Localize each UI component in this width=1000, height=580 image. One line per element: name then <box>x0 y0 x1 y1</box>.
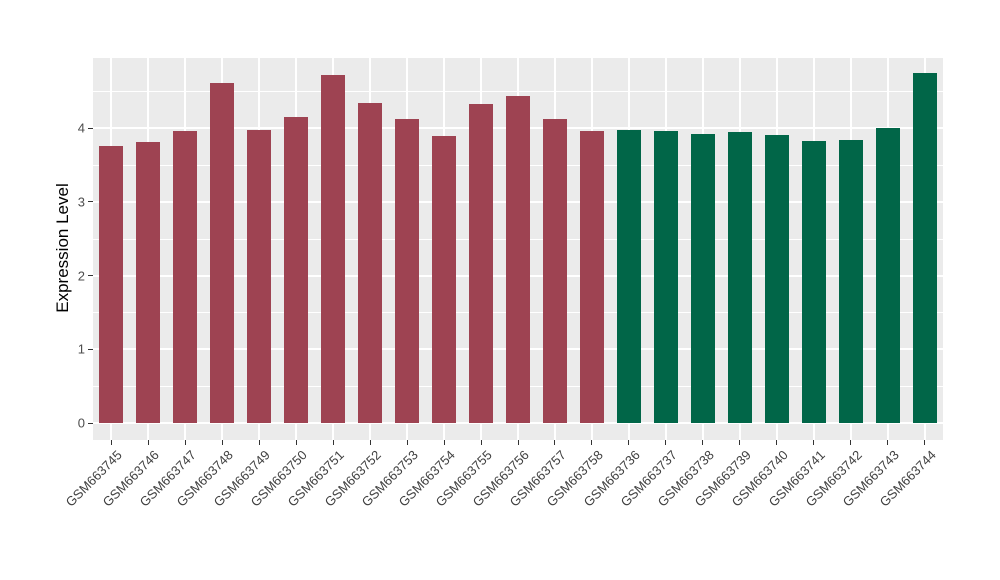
bar <box>210 83 235 423</box>
bar <box>173 131 198 423</box>
x-tick-mark <box>591 440 593 445</box>
x-tick-mark <box>406 440 408 445</box>
bar <box>690 134 715 423</box>
y-tick-mark <box>88 422 93 424</box>
bar <box>99 145 124 423</box>
y-tick-label: 2 <box>77 268 85 284</box>
x-tick-mark <box>332 440 334 445</box>
x-tick-mark <box>110 440 112 445</box>
bar <box>284 116 309 423</box>
bar <box>764 134 789 423</box>
bar <box>727 131 752 423</box>
x-tick-mark <box>813 440 815 445</box>
x-tick-mark <box>295 440 297 445</box>
x-tick-mark <box>702 440 704 445</box>
x-tick-mark <box>665 440 667 445</box>
x-tick-mark <box>776 440 778 445</box>
bar <box>579 131 604 423</box>
x-tick-mark <box>369 440 371 445</box>
bar <box>912 73 937 423</box>
bar <box>395 119 420 423</box>
y-tick-label: 1 <box>77 341 85 357</box>
x-tick-mark <box>480 440 482 445</box>
bar <box>247 129 272 423</box>
x-tick-mark <box>628 440 630 445</box>
x-tick-mark <box>147 440 149 445</box>
x-tick-mark <box>184 440 186 445</box>
x-tick-mark <box>258 440 260 445</box>
x-tick-mark <box>443 440 445 445</box>
bar <box>506 95 530 423</box>
y-tick-label: 0 <box>77 415 85 431</box>
bar <box>875 127 900 423</box>
bar <box>542 119 567 423</box>
x-tick-mark <box>887 440 889 445</box>
bar <box>653 130 678 423</box>
bar <box>136 141 161 423</box>
y-tick-label: 3 <box>77 194 85 210</box>
y-tick-mark <box>88 127 93 129</box>
bar <box>838 140 863 423</box>
y-tick-mark <box>88 275 93 277</box>
bar <box>469 103 494 423</box>
x-tick-mark <box>554 440 556 445</box>
x-tick-mark <box>739 440 741 445</box>
bar <box>616 129 641 423</box>
x-tick-mark <box>924 440 926 445</box>
x-tick-mark <box>221 440 223 445</box>
y-tick-label: 4 <box>77 120 85 136</box>
bar <box>432 136 457 423</box>
bar <box>358 102 383 423</box>
y-tick-mark <box>88 201 93 203</box>
y-tick-mark <box>88 348 93 350</box>
plot-panel <box>93 58 943 440</box>
x-tick-mark <box>517 440 519 445</box>
x-tick-mark <box>850 440 852 445</box>
bar <box>801 140 826 423</box>
bar <box>321 74 346 423</box>
